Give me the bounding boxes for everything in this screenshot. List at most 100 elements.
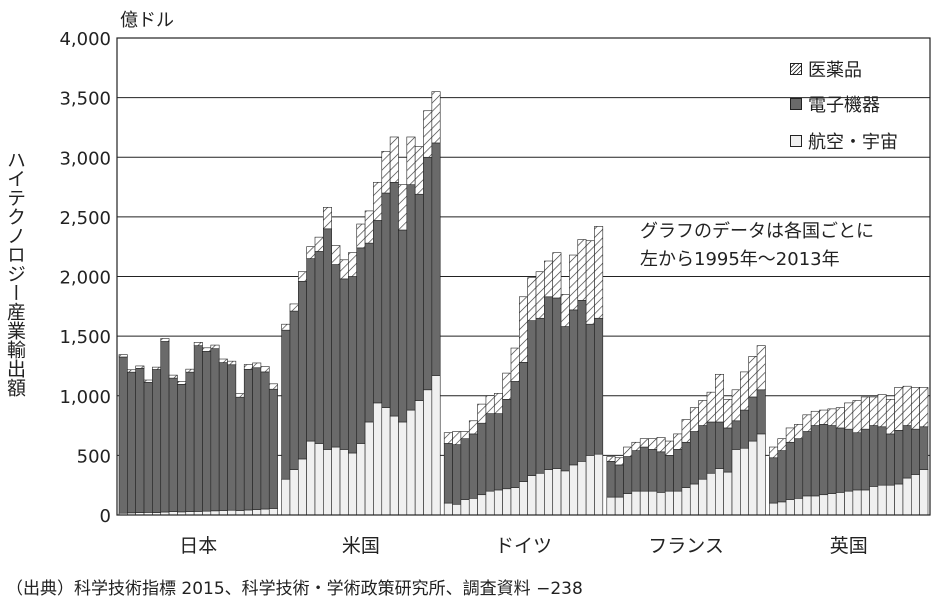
- bar-electronics: [289, 310, 299, 470]
- bar-pharma: [911, 387, 920, 430]
- bar-electronics: [485, 413, 495, 492]
- bar-aerospace: [756, 433, 766, 516]
- bar-electronics: [664, 455, 674, 492]
- bar-electronics: [544, 296, 554, 470]
- bar-pharma: [460, 431, 470, 439]
- bar-aerospace: [243, 509, 253, 516]
- bar-electronics: [740, 409, 750, 449]
- bar-pharma: [802, 414, 812, 432]
- y-tick-label: 3,000: [59, 148, 111, 169]
- bar-pharma: [339, 259, 349, 280]
- bar-pharma: [527, 277, 537, 321]
- bar-electronics: [894, 430, 904, 485]
- bar-aerospace: [860, 489, 870, 516]
- y-tick-label: 2,000: [59, 268, 111, 289]
- bar-electronics: [468, 433, 478, 499]
- bar-electronics: [569, 309, 579, 466]
- bar-electronics: [227, 364, 237, 511]
- bar-aerospace: [835, 492, 845, 516]
- bar-pharma: [452, 431, 462, 445]
- bar-pharma: [894, 387, 904, 431]
- bar-aerospace: [373, 402, 383, 516]
- chart-note: グラフのデータは各国ごとに 左から1995年〜2013年: [640, 218, 874, 274]
- bar-electronics: [460, 438, 470, 500]
- bar-pharma: [715, 373, 724, 423]
- bar-aerospace: [715, 468, 724, 516]
- bar-electronics: [869, 425, 879, 487]
- bar-aerospace: [827, 493, 837, 516]
- y-tick-label: 0: [100, 506, 111, 527]
- bar-aerospace: [614, 496, 624, 516]
- bar-pharma: [748, 356, 758, 398]
- bar-aerospace: [389, 415, 399, 516]
- bar-aerospace: [810, 495, 820, 516]
- bar-electronics: [585, 323, 595, 456]
- bar-pharma: [631, 441, 641, 451]
- bar-electronics: [552, 297, 562, 469]
- bar-electronics: [127, 371, 136, 514]
- bar-aerospace: [218, 510, 228, 516]
- bar-electronics: [560, 326, 570, 472]
- bar-aerospace: [297, 458, 307, 516]
- bar-pharma: [202, 347, 212, 352]
- bar-aerospace: [785, 499, 795, 516]
- bar-aerospace: [911, 474, 920, 516]
- y-tick-labels: 0 500 1,000 1,500 2,000 2,500 3,000 3,500 4,000: [59, 29, 111, 527]
- bar-aerospace: [519, 481, 528, 516]
- bar-electronics: [252, 367, 262, 510]
- bar-electronics: [594, 317, 604, 455]
- bar-pharma: [544, 260, 554, 298]
- bar-aerospace: [452, 503, 462, 516]
- bar-aerospace: [527, 475, 537, 516]
- bar-aerospace: [268, 508, 278, 516]
- bar-electronics: [260, 371, 270, 510]
- note-line-1: グラフのデータは各国ごとに: [640, 221, 874, 242]
- bar-aerospace: [544, 469, 554, 516]
- bar-pharma: [623, 446, 633, 457]
- bar-aerospace: [606, 496, 616, 516]
- bar-pharma: [364, 210, 374, 244]
- bar-electronics: [623, 456, 633, 494]
- bar-aerospace: [748, 440, 758, 516]
- bar-aerospace: [398, 421, 408, 516]
- bar-electronics: [911, 428, 920, 475]
- bar-pharma: [577, 239, 587, 301]
- bar-pharma: [585, 240, 595, 325]
- unit-label: 億ドル: [120, 10, 174, 31]
- bar-pharma: [827, 408, 837, 426]
- bar-pharma: [885, 399, 895, 435]
- bar-pharma: [235, 393, 245, 398]
- bar-aerospace: [731, 449, 741, 516]
- bar-pharma: [852, 400, 862, 434]
- bar-electronics: [281, 329, 291, 480]
- bar-electronics: [414, 193, 424, 401]
- bar-pharma: [614, 457, 624, 466]
- bar-pharma: [594, 226, 604, 319]
- bar-electronics: [493, 413, 503, 491]
- bar-pharma: [281, 323, 291, 331]
- bar-aerospace: [306, 440, 316, 516]
- bar-electronics: [356, 247, 366, 444]
- bar-pharma: [118, 354, 128, 358]
- bar-electronics: [331, 264, 341, 448]
- bar-pharma: [177, 381, 187, 385]
- x-tick-label: フランス: [648, 535, 724, 557]
- bar-pharma: [673, 433, 683, 450]
- bar-electronics: [723, 427, 733, 473]
- bar-pharma: [389, 136, 399, 183]
- bar-electronics: [827, 425, 837, 494]
- x-tick-label: 米国: [342, 535, 380, 557]
- x-tick-label: ドイツ: [495, 535, 552, 557]
- bar-electronics: [398, 229, 408, 423]
- bar-electronics: [143, 382, 153, 513]
- y-tick-label: 1,500: [59, 327, 111, 348]
- bar-electronics: [406, 184, 416, 411]
- bar-pharma: [323, 207, 332, 230]
- bar-electronics: [339, 278, 349, 450]
- bar-aerospace: [648, 490, 658, 516]
- bar-electronics: [919, 426, 929, 470]
- bar-electronics: [769, 457, 779, 504]
- aerospace-swatch: [790, 135, 802, 147]
- bar-electronics: [210, 348, 220, 512]
- bar-electronics: [777, 450, 787, 503]
